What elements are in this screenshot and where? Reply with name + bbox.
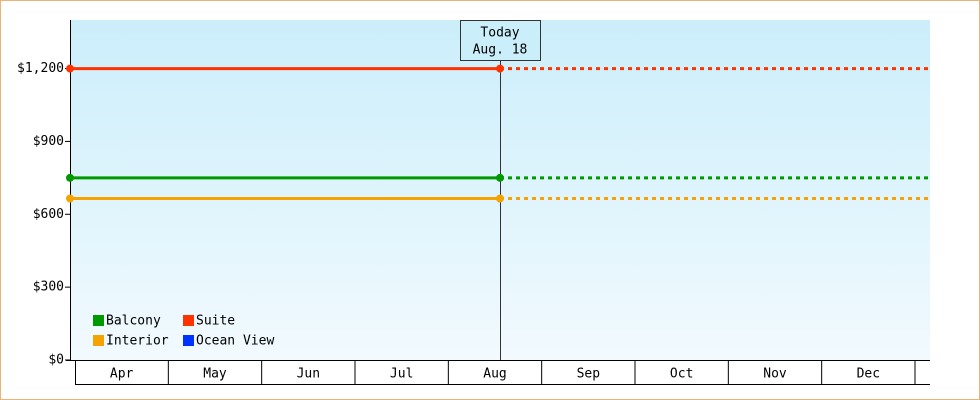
x-tick-label: Jul: [390, 367, 413, 382]
legend-swatch: [93, 335, 104, 346]
y-tick-label: $900: [33, 134, 64, 149]
series-point: [66, 194, 74, 203]
legend-label: Interior: [106, 334, 169, 349]
y-tick-label: $1,200: [17, 61, 64, 76]
today-box: [460, 20, 541, 61]
series-point: [66, 173, 74, 182]
x-tick-label: Sep: [577, 367, 601, 382]
x-tick-label: Dec: [857, 367, 880, 382]
x-tick-label: Apr: [110, 367, 134, 382]
series-point: [496, 173, 504, 182]
today-label: Today: [480, 26, 519, 41]
series-point: [496, 194, 504, 203]
legend-label: Suite: [196, 314, 235, 329]
y-tick-label: $600: [33, 207, 64, 222]
y-tick-label: $300: [33, 280, 64, 295]
x-tick-label: Jun: [297, 367, 320, 382]
legend-label: Balcony: [106, 314, 161, 329]
x-tick-label: Nov: [763, 367, 787, 382]
today-date: Aug. 18: [473, 43, 528, 58]
legend-swatch: [183, 335, 194, 346]
legend-label: Ocean View: [196, 334, 274, 349]
x-tick-label: Oct: [670, 367, 693, 382]
x-tick-label: Aug: [483, 367, 506, 382]
x-tick-label: May: [203, 367, 227, 382]
y-tick-label: $0: [48, 353, 64, 368]
series-point: [66, 64, 74, 73]
series-point: [496, 64, 504, 73]
legend-swatch: [183, 315, 194, 326]
legend-swatch: [93, 315, 104, 326]
